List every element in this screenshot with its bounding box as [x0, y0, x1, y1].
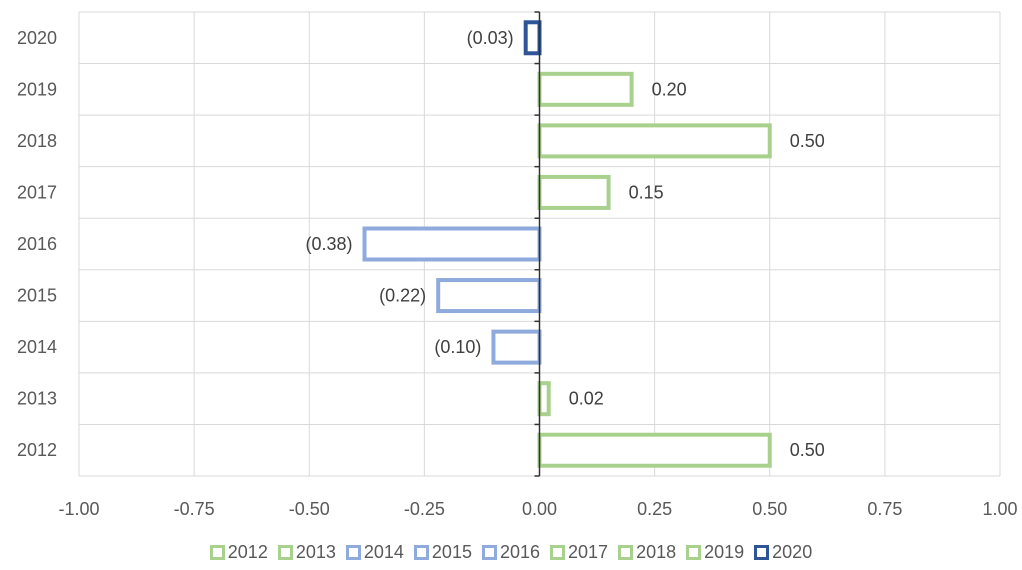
data-label: (0.38) — [305, 234, 352, 254]
y-tick-label: 2013 — [17, 389, 57, 409]
legend-swatch — [550, 544, 566, 560]
legend-label: 2013 — [295, 541, 336, 562]
legend-item: 2015 — [413, 541, 472, 563]
legend-swatch — [686, 544, 702, 560]
legend-label: 2016 — [499, 541, 541, 562]
bar — [537, 123, 772, 159]
data-label: 0.50 — [790, 440, 825, 460]
legend-label: 2017 — [568, 541, 609, 562]
bar — [537, 381, 551, 417]
data-label: (0.10) — [434, 337, 481, 357]
x-tick-label: 0.25 — [637, 499, 672, 519]
data-label: (0.03) — [467, 28, 514, 48]
legend-swatch — [413, 544, 429, 560]
x-tick-label: 0.00 — [522, 499, 557, 519]
legend-item: 2016 — [481, 541, 541, 563]
y-tick-label: 2020 — [17, 28, 57, 48]
legend-item: 2019 — [686, 542, 744, 563]
legend-item: 2013 — [277, 541, 336, 563]
legend-swatch — [618, 544, 634, 560]
chart-legend: 2012 2013 2014 2015 2016 2017 2018 2019 2020 — [0, 538, 1022, 566]
legend-item: 2020 — [754, 542, 812, 563]
x-tick-label: -0.50 — [289, 499, 330, 519]
x-tick-label: 0.75 — [867, 499, 902, 519]
legend-label: 2012 — [227, 541, 268, 562]
legend-label: 2015 — [431, 541, 472, 562]
bar — [537, 174, 611, 210]
y-tick-label: 2015 — [17, 286, 57, 306]
data-label: 0.02 — [569, 389, 604, 409]
legend-swatch — [481, 544, 497, 560]
x-tick-label: 1.00 — [982, 499, 1017, 519]
bar-chart: -1.00 -0.75 -0.50 -0.25 0.00 0.25 0.50 0.75 1.00… — [17, 11, 1018, 519]
legend-label: 2019 — [704, 541, 745, 562]
y-tick-label: 2014 — [17, 337, 57, 357]
data-label: 0.50 — [790, 131, 825, 151]
y-tick-label: 2017 — [17, 182, 57, 202]
x-tick-label: -0.25 — [404, 499, 445, 519]
x-tick-label: -0.75 — [174, 499, 215, 519]
legend-swatch — [754, 544, 770, 560]
y-tick-label: 2012 — [17, 440, 57, 460]
x-tick-label: 0.50 — [752, 499, 787, 519]
bar — [537, 71, 634, 107]
y-tick-label: 2019 — [17, 79, 57, 99]
y-tick-label: 2018 — [17, 131, 57, 151]
data-label: 0.15 — [629, 182, 664, 202]
legend-swatch — [209, 544, 225, 560]
bar — [491, 329, 542, 365]
bar — [537, 432, 772, 468]
bar — [362, 226, 542, 262]
bar — [436, 278, 542, 314]
legend-item: 2012 — [209, 541, 268, 563]
legend-label: 2020 — [772, 541, 813, 562]
legend-swatch — [277, 544, 293, 560]
x-tick-label: -1.00 — [58, 499, 99, 519]
legend-item: 2014 — [345, 541, 404, 563]
legend-label: 2014 — [363, 541, 404, 562]
legend-item: 2018 — [618, 542, 676, 563]
legend-swatch — [345, 544, 361, 560]
y-tick-label: 2016 — [17, 234, 57, 254]
data-label: (0.22) — [379, 286, 426, 306]
data-label: 0.20 — [652, 79, 687, 99]
bar — [523, 20, 542, 56]
legend-label: 2018 — [636, 541, 677, 562]
legend-item: 2017 — [550, 542, 608, 563]
